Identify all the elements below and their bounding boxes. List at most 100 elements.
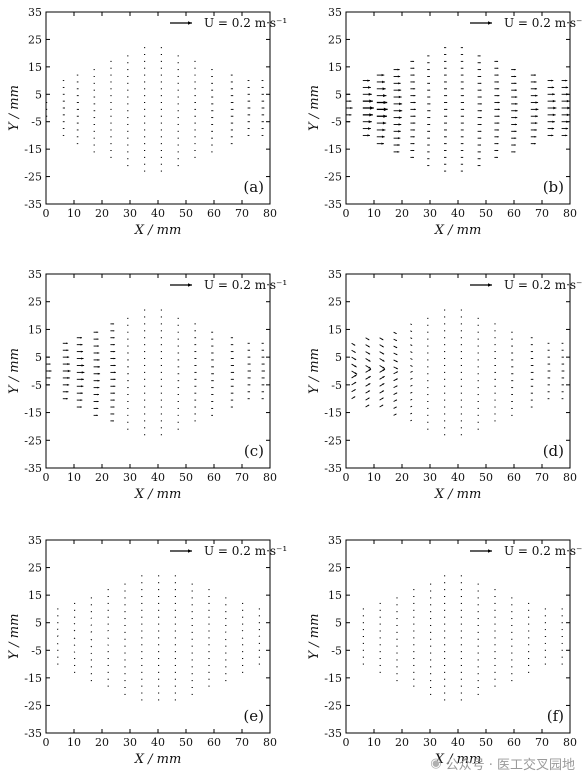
x-tick-label: 10 (67, 207, 81, 220)
chart-panel-5: 0 10 20 30 40 50 60 70 80 -35 -25 -15 -5 5 15 25 35 X / m… (7, 534, 287, 767)
y-tick-label: 15 (328, 589, 342, 602)
vector-arrow-head (514, 68, 516, 71)
x-tick-label: 10 (367, 471, 381, 484)
vector-arrow-head (515, 116, 518, 119)
vector-arrow-head (113, 337, 115, 339)
y-tick-label: 5 (35, 351, 42, 364)
panel-label: (f) (547, 707, 564, 725)
x-tick-label: 20 (95, 207, 109, 220)
vector-arrow-head (462, 74, 464, 76)
vector-arrow-head (566, 99, 570, 103)
vector-column (177, 317, 180, 430)
vector-arrow-head (429, 89, 431, 91)
y-tick-label: -25 (324, 171, 342, 184)
vector-arrow (56, 628, 59, 630)
vector-arrow-head (97, 393, 99, 396)
vector-arrow-head (232, 371, 235, 373)
vector-arrow-head (429, 103, 431, 105)
x-tick-label: 20 (395, 207, 409, 220)
vector-column (379, 337, 386, 408)
vector-arrow-head (232, 364, 234, 366)
vector-arrow-head (497, 136, 499, 138)
y-tick-label: -15 (324, 672, 342, 685)
vector-arrow-head (534, 87, 538, 90)
x-tick-label: 30 (423, 736, 437, 749)
vector-arrow-head (497, 81, 499, 83)
vector-arrow-head (97, 372, 101, 375)
vector-column (460, 309, 462, 436)
vector-arrow-head (462, 150, 464, 151)
vector-column (93, 331, 101, 417)
vector-column (393, 68, 403, 153)
vector-arrow-head (395, 332, 397, 334)
x-tick-label: 20 (95, 471, 109, 484)
vector-arrow-head (497, 108, 500, 111)
reference-vector-head (188, 21, 192, 25)
vector-column (547, 342, 551, 400)
vector-arrow-head (413, 74, 415, 76)
vector-arrow-head (532, 378, 534, 380)
vector-arrow (73, 629, 76, 632)
vector-arrow-head (48, 363, 51, 365)
vector-column (127, 55, 129, 167)
vector-arrow-head (367, 397, 370, 400)
vector-column (127, 317, 129, 430)
vector-column (76, 74, 79, 145)
vector-column (110, 60, 112, 158)
vector-arrow-head (232, 102, 234, 103)
x-tick-label: 50 (179, 471, 193, 484)
vector-arrow-head (479, 137, 482, 139)
vector-column (427, 317, 429, 430)
vector-arrow-head (66, 342, 68, 345)
vector-arrow-head (413, 81, 415, 83)
vector-arrow-head (551, 79, 554, 82)
vector-column (511, 68, 518, 153)
vector-arrow-head (354, 374, 357, 377)
vector-column (530, 337, 534, 408)
vector-arrow-head (514, 123, 517, 126)
vector-arrow-head (551, 127, 555, 130)
x-tick-label: 30 (123, 471, 137, 484)
vector-arrow-head (381, 404, 384, 407)
vector-arrow-head (395, 392, 398, 394)
vector-arrow-head (535, 122, 538, 125)
vector-arrow-head (381, 73, 385, 77)
x-tick-label: 10 (67, 736, 81, 749)
vector-arrow-head (412, 156, 414, 158)
vector-arrow-head (395, 353, 398, 355)
vector-arrow-head (80, 350, 84, 353)
vector-arrow-head (249, 377, 251, 379)
vector-arrow (90, 624, 93, 626)
vector-arrow (410, 351, 413, 353)
vector-arrow-head (232, 385, 234, 387)
watermark-text: 公众号 · 医工交叉园地 (445, 758, 575, 773)
vector-arrow-head (445, 143, 447, 145)
vector-arrow-head (353, 396, 356, 398)
vector-arrow (90, 638, 93, 641)
vector-arrow-head (232, 115, 234, 117)
vector-arrow-head (381, 142, 384, 145)
x-tick-label: 80 (263, 736, 277, 749)
x-axis-label: X / mm (134, 487, 182, 502)
vector-arrow-head (263, 384, 265, 386)
vector-arrow-head (445, 136, 447, 138)
y-tick-label: 25 (28, 33, 42, 46)
vector-arrow-head (479, 151, 481, 153)
y-tick-label: 35 (28, 6, 42, 19)
vector-arrow-head (428, 137, 430, 139)
reference-vector-head (188, 549, 192, 553)
vector-column (477, 317, 479, 430)
vector-column (247, 342, 251, 400)
vector-arrow-head (395, 406, 397, 408)
vector-arrow-head (382, 80, 385, 84)
vector-arrow-head (368, 366, 371, 369)
vector-arrow-head (369, 99, 373, 103)
vector-arrow-head (232, 358, 234, 359)
vector-arrow-head (80, 336, 83, 339)
panel-label: (d) (543, 442, 564, 460)
x-tick-label: 40 (151, 736, 165, 749)
vector-arrow-head (496, 156, 498, 158)
vector-arrow-head (462, 129, 464, 131)
reference-vector-label: U = 0.2 m·s⁻¹ (204, 16, 287, 30)
vector-column (393, 331, 399, 416)
